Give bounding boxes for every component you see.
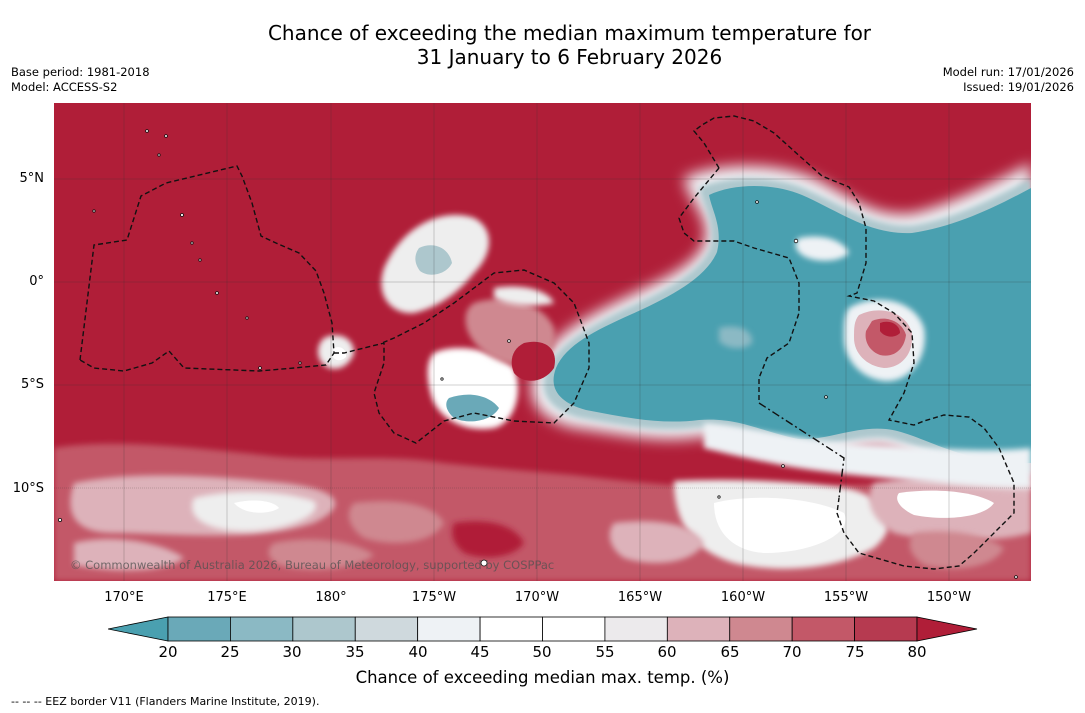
eez-borders xyxy=(79,115,1015,570)
lon-label-150w: 150°W xyxy=(926,590,972,605)
colorbar-segment-1 xyxy=(167,616,231,642)
central-patches xyxy=(318,215,555,429)
colorbar xyxy=(107,616,978,642)
lat-label-5n: 5°N xyxy=(19,171,45,186)
lon-label-165w: 165°W xyxy=(617,590,663,605)
lon-label-180: 180° xyxy=(315,590,347,605)
colorbar-tick-35: 35 xyxy=(345,643,365,661)
colorbar-tick-80: 80 xyxy=(907,643,927,661)
chart-title: Chance of exceeding the median maximum t… xyxy=(0,21,1085,69)
lon-label-160w: 160°W xyxy=(720,590,766,605)
map-area: © Commonwealth of Australia 2026, Bureau… xyxy=(54,103,1031,581)
model-run: Model run: 17/01/2026 xyxy=(942,65,1074,79)
colorbar-segment-2 xyxy=(230,616,294,642)
graticule xyxy=(54,103,1031,581)
islands xyxy=(58,129,1018,579)
colorbar-segment-5 xyxy=(417,616,481,642)
model-name: Model: ACCESS-S2 xyxy=(11,80,118,94)
colorbar-tick-70: 70 xyxy=(782,643,802,661)
colorbar-tick-40: 40 xyxy=(408,643,428,661)
colorbar-extend-low xyxy=(107,616,169,642)
colorbar-segment-3 xyxy=(292,616,356,642)
lat-label-5s: 5°S xyxy=(20,377,44,392)
cold-anomaly-region xyxy=(531,163,1031,488)
lon-label-175w: 175°W xyxy=(411,590,457,605)
footnote-eez: -- -- -- EEZ border V11 (Flanders Marine… xyxy=(11,695,320,708)
title-line-1: Chance of exceeding the median maximum t… xyxy=(267,21,872,45)
colorbar-tick-60: 60 xyxy=(657,643,677,661)
colorbar-segment-12 xyxy=(854,616,918,642)
colorbar-segment-4 xyxy=(354,616,419,642)
colorbar-tick-20: 20 xyxy=(158,643,178,661)
colorbar-title: Chance of exceeding median max. temp. (%… xyxy=(355,668,730,687)
issued-date: Issued: 19/01/2026 xyxy=(963,80,1074,94)
colorbar-segment-10 xyxy=(729,616,793,642)
lon-label-155w: 155°W xyxy=(823,590,869,605)
colorbar-segment-6 xyxy=(479,616,543,642)
lon-label-175e: 175°E xyxy=(207,590,247,605)
copyright-text: © Commonwealth of Australia 2026, Bureau… xyxy=(70,558,555,572)
colorbar-segment-7 xyxy=(542,616,606,642)
meta-left: Base period: 1981-2018 Model: ACCESS-S2 xyxy=(11,65,150,95)
colorbar-extend-high xyxy=(916,616,978,642)
lat-label-10s: 10°S xyxy=(12,481,44,496)
colorbar-tick-30: 30 xyxy=(282,643,302,661)
southern-band xyxy=(54,443,1031,581)
lon-label-170w: 170°W xyxy=(514,590,560,605)
title-line-2: 31 January to 6 February 2026 xyxy=(416,45,723,69)
colorbar-tick-25: 25 xyxy=(220,643,240,661)
colorbar-svg xyxy=(107,616,978,642)
meta-right: Model run: 17/01/2026 Issued: 19/01/2026 xyxy=(943,65,1074,95)
lat-label-0: 0° xyxy=(29,274,44,289)
colorbar-segment-9 xyxy=(666,616,731,642)
base-period: Base period: 1981-2018 xyxy=(11,65,150,79)
colorbar-tick-45: 45 xyxy=(470,643,490,661)
colorbar-tick-75: 75 xyxy=(845,643,865,661)
lon-label-170e: 170°E xyxy=(104,590,144,605)
colorbar-segment-11 xyxy=(791,616,855,642)
colorbar-tick-65: 65 xyxy=(720,643,740,661)
colorbar-tick-50: 50 xyxy=(532,643,552,661)
colorbar-segment-8 xyxy=(604,616,668,642)
colorbar-tick-55: 55 xyxy=(595,643,615,661)
map-svg xyxy=(54,103,1031,581)
